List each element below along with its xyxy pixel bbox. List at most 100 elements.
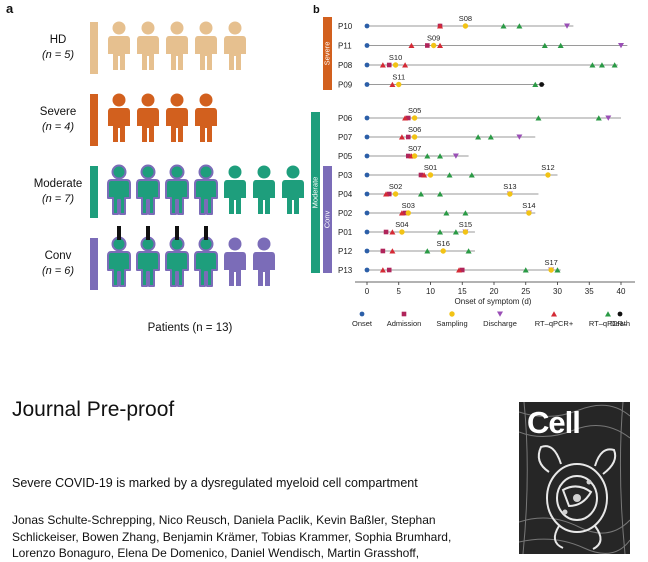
patients-label: Patients (n = 13) xyxy=(148,322,233,334)
patient-label: P13 xyxy=(338,266,353,275)
person-body xyxy=(195,108,217,142)
pair-link xyxy=(117,226,121,240)
rt-neg-marker xyxy=(462,210,469,216)
person-body xyxy=(195,36,217,70)
x-tick-label: 25 xyxy=(521,287,530,296)
x-tick-label: 15 xyxy=(458,287,467,296)
rt-neg-marker xyxy=(605,311,611,317)
sampling-marker xyxy=(411,134,418,140)
onset-marker xyxy=(364,43,370,48)
rt-neg-marker xyxy=(437,229,444,235)
person-head xyxy=(199,21,213,35)
rt-pos-marker xyxy=(421,172,428,178)
group-count: (n = 5) xyxy=(42,49,74,61)
sample-label: S04 xyxy=(395,220,408,229)
sample-label: S13 xyxy=(503,182,516,191)
sample-label: S10 xyxy=(389,53,402,62)
sampling-marker xyxy=(507,191,513,197)
rt-neg-marker xyxy=(589,62,596,68)
legend-label: RT–qPCR+ xyxy=(535,319,574,328)
person-head xyxy=(257,165,271,179)
group-bar xyxy=(323,166,332,273)
group-bar-label: Moderate xyxy=(311,177,320,209)
person-head xyxy=(228,237,242,251)
timeline-row: P06 S05 xyxy=(338,106,621,123)
sample-label: S08 xyxy=(459,14,472,23)
onset-marker xyxy=(364,153,370,159)
legend-label: Admission xyxy=(387,319,422,328)
person-icon xyxy=(108,21,130,70)
patient-label: P11 xyxy=(338,42,352,51)
author-line: Lorenzo Bonaguro, Elena De Domenico, Dan… xyxy=(12,546,420,560)
discharge-marker xyxy=(605,115,612,121)
x-tick-label: 0 xyxy=(365,287,370,296)
rt-neg-marker xyxy=(554,267,561,273)
panel-b-label: b xyxy=(313,4,320,16)
legend-item: Admission xyxy=(387,311,422,328)
timeline-row: P13 S17 xyxy=(338,258,561,275)
person-icon xyxy=(194,164,218,215)
sample-label: S16 xyxy=(437,239,450,248)
patient-label: P12 xyxy=(338,247,353,256)
timeline-row: P11 S09 xyxy=(338,34,628,51)
person-body xyxy=(194,179,218,215)
panel-a: HD (n = 5) Severe (n = 4) Moderate (n = 7) Con… xyxy=(34,21,304,290)
cover-logo: Cell xyxy=(527,405,581,440)
rt-neg-marker xyxy=(487,134,494,140)
person-head xyxy=(169,164,185,180)
discharge-marker xyxy=(618,43,624,49)
person-head xyxy=(199,93,213,107)
group-bar-label: Severe xyxy=(323,42,332,66)
person-icon xyxy=(195,93,217,142)
rt-neg-marker xyxy=(598,62,605,68)
admission-marker xyxy=(386,191,392,197)
group-label: HD xyxy=(50,34,67,46)
article-title: Severe COVID-19 is marked by a dysregula… xyxy=(12,476,418,490)
person-body xyxy=(108,108,130,142)
x-tick-label: 20 xyxy=(490,287,499,296)
cover-artwork xyxy=(519,402,630,554)
rt-pos-marker xyxy=(389,229,396,235)
group-count: (n = 4) xyxy=(42,121,74,133)
person-icon xyxy=(107,164,131,215)
legend-label: Onset xyxy=(352,319,373,328)
rt-pos-marker xyxy=(398,210,405,216)
person-icon xyxy=(137,93,159,142)
discharge-marker xyxy=(497,311,503,317)
admission-marker xyxy=(386,267,392,273)
sampling-marker xyxy=(411,153,418,159)
patient-label: P09 xyxy=(338,81,353,90)
person-head xyxy=(286,165,300,179)
rt-pos-marker xyxy=(437,23,444,29)
group-bar xyxy=(90,238,98,290)
person-body xyxy=(107,179,131,215)
patient-label: P03 xyxy=(338,171,353,180)
panel-a-label: a xyxy=(6,1,14,16)
rt-neg-marker xyxy=(417,191,424,197)
person-body xyxy=(224,180,246,214)
sample-label: S12 xyxy=(541,163,554,172)
person-head xyxy=(198,164,214,180)
person-icon xyxy=(108,93,130,142)
pair-link xyxy=(204,226,208,240)
sample-label: S11 xyxy=(392,73,405,82)
journal-cover-image: Cell xyxy=(519,402,630,554)
patient-label: P01 xyxy=(338,228,353,237)
timeline-row: P10 S08 xyxy=(338,14,574,31)
onset-marker xyxy=(359,311,365,317)
person-icon xyxy=(166,93,188,142)
sample-label: S17 xyxy=(544,258,557,267)
person-body xyxy=(166,108,188,142)
person-head xyxy=(170,93,184,107)
patient-label: P08 xyxy=(338,61,353,70)
person-body xyxy=(253,180,275,214)
sample-label: S07 xyxy=(408,144,421,153)
admission-marker xyxy=(401,311,407,317)
person-icon xyxy=(195,21,217,70)
x-tick-label: 5 xyxy=(397,287,402,296)
rt-neg-marker xyxy=(452,229,459,235)
x-tick-label: 35 xyxy=(585,287,594,296)
admission-marker xyxy=(405,134,411,140)
sampling-marker xyxy=(440,248,446,254)
